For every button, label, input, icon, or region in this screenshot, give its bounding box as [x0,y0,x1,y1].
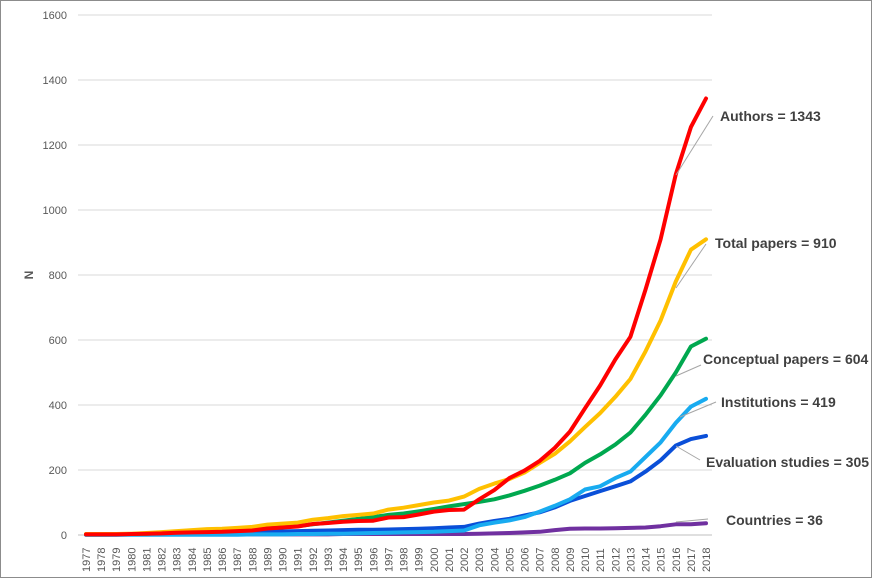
x-tick-label: 2003 [474,548,486,572]
x-tick-label: 1983 [172,548,184,572]
x-tick-label: 2011 [595,548,607,572]
x-tick-label: 1992 [308,548,320,572]
series-annotation: Countries = 36 [726,512,823,528]
x-tick-label: 1990 [278,548,290,572]
x-tick-label: 2017 [686,548,698,572]
x-tick-label: 1997 [383,548,395,572]
x-tick-label: 2012 [610,548,622,572]
x-tick-label: 2005 [504,548,516,572]
series-annotation: Institutions = 419 [721,394,836,410]
x-tick-label: 1981 [141,548,153,572]
annotation-leader [675,445,701,461]
x-tick-label: 2004 [489,548,501,572]
series-line-conceptual-papers [84,336,708,537]
series-line-total-papers [84,237,708,536]
x-tick-label: 1989 [262,548,274,572]
x-tick-label: 2016 [671,548,683,572]
x-tick-label: 1982 [157,548,169,572]
y-tick-labels: 0 200 400 600 800 1000 1200 1400 1600 [43,10,67,542]
x-tick-label: 2010 [580,548,592,572]
y-tick-label: 200 [49,465,67,477]
x-tick-label: 1993 [323,548,335,572]
y-tick-label: 1000 [43,205,67,217]
series-annotation: Evaluation studies = 305 [706,454,869,470]
annotation-leader [675,243,707,289]
x-tick-label: 1999 [414,548,426,572]
x-tick-labels: 1977 1978 1979 1980 1981 1982 1983 1984 1985 1986… [81,548,713,572]
annotation-leader [675,518,709,523]
y-tick-label: 0 [61,530,67,542]
x-tick-label: 1994 [338,548,350,572]
x-tick-label: 1977 [81,548,93,572]
annotation-leader [675,115,714,176]
y-tick-label: 1600 [43,10,67,22]
y-tick-label: 400 [49,400,67,412]
gridlines [78,14,712,536]
series-annotation: Conceptual papers = 604 [703,351,869,367]
x-tick-label: 1991 [293,548,305,572]
series-annotations: Countries = 36 Evaluation studies = 305 In… [703,108,869,528]
x-tick-label: 2001 [444,548,456,572]
y-axis-label: N [22,271,36,280]
series-annotation: Total papers = 910 [715,235,837,251]
x-tick-label: 2013 [625,548,637,572]
x-tick-label: 1984 [187,548,199,572]
x-tick-label: 1987 [232,548,244,572]
series-line-authors [84,96,708,537]
x-tick-label: 1995 [353,548,365,572]
x-tick-label: 2018 [701,548,713,572]
series-annotation: Authors = 1343 [720,108,821,124]
series-line-institutions [84,396,708,537]
series-line-evaluation-studies [84,433,708,537]
x-tick-label: 1986 [217,548,229,572]
y-tick-label: 600 [49,335,67,347]
annotation-leader [675,364,702,377]
x-tick-label: 2009 [565,548,577,572]
x-tick-label: 2000 [429,548,441,572]
y-tick-label: 1400 [43,75,67,87]
x-tick-label: 2007 [535,548,547,572]
y-tick-label: 800 [49,270,67,282]
x-tick-label: 1980 [126,548,138,572]
x-tick-label: 2014 [641,548,653,572]
x-tick-label: 2006 [520,548,532,572]
x-tick-label: 1979 [111,548,123,572]
x-tick-label: 2008 [550,548,562,572]
x-tick-label: 1978 [96,548,108,572]
x-tick-label: 2002 [459,548,471,572]
series-lines [84,96,708,537]
y-tick-label: 1200 [43,140,67,152]
x-tick-label: 1988 [247,548,259,572]
x-tick-label: 1985 [202,548,214,572]
annotation-leader [679,401,717,418]
annotation-leaders [675,115,717,523]
x-tick-label: 1998 [399,548,411,572]
x-tick-label: 1996 [368,548,380,572]
x-tick-label: 2015 [656,548,668,572]
